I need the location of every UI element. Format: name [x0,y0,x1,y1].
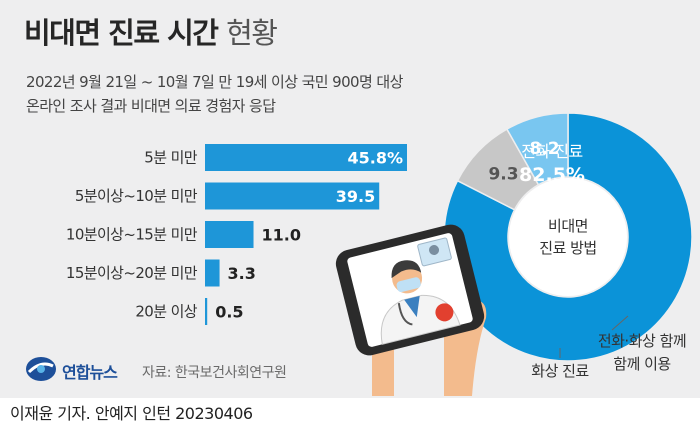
bar [205,144,407,171]
slice-value-label: 82.5% [519,164,585,186]
yonhap-logo-icon [26,357,56,381]
end-call-button [435,303,454,322]
donut-slice [505,112,569,186]
donut-center [509,178,627,296]
page-title: 비대면 진료 시간 현황 [24,14,278,52]
slice-name-label-line2: 함께 이용 [613,355,670,373]
bar [205,221,254,248]
slice-value-label: 8.2 [529,139,559,159]
donut-center-label-line2: 진료 방법 [539,239,596,257]
bar [205,182,380,210]
phone-hand-illustration [335,224,487,396]
bar-value-label: 11.0 [262,226,301,245]
bar-value-label: 39.5 [336,187,375,206]
stethoscope [397,302,413,326]
title-bold: 비대면 진료 시간 [24,16,219,50]
bar-value-label: 0.5 [215,303,243,322]
footer-credit: 이재윤 기자. 안예지 인턴 20230406 [10,404,253,423]
source-note: 자료: 한국보건사회연구원 [142,365,287,381]
doctor-hair [391,260,422,279]
slice-name-label: 전화 진료 [521,142,582,161]
logo [24,354,58,384]
logo-text: 연합뉴스 [62,363,118,382]
phone-screen-group [347,233,473,347]
bar [205,298,208,325]
bar-category-label: 10분이상~15분 미만 [66,226,198,244]
slice-value-label: 9.3 [488,164,518,184]
bar-chart: 5분 미만 45.8% 5분이상~10분 미만 39.5 10분이상~15분 미만 11.… [66,144,407,325]
subtitle-line1: 2022년 9월 21일 ~ 10월 7일 만 19세 이상 국민 900명 대… [26,73,403,91]
doctor-mask [396,277,421,293]
bar-value-label: 45.8% [347,149,403,168]
subtitle-line2: 온라인 조사 결과 비대면 의료 경험자 응답 [26,97,276,115]
leader-line [611,315,629,331]
slice-name-label: 전화·화상 함께 [598,332,686,350]
bar-category-label: 15분이상~20분 미만 [66,264,198,282]
bar-value-label: 3.3 [228,264,256,283]
title-light: 현황 [226,16,278,50]
bar-category-label: 5분 미만 [144,149,198,167]
bar-category-label: 20분 이상 [135,303,197,321]
slice-name-label: 화상 진료 [531,362,589,380]
bar [205,259,220,287]
doctor-shirt [404,295,420,318]
donut-center-label-line1: 비대면 [548,217,588,235]
bar-category-label: 5분이상~10분 미만 [75,187,198,205]
self-view-person [429,244,440,255]
